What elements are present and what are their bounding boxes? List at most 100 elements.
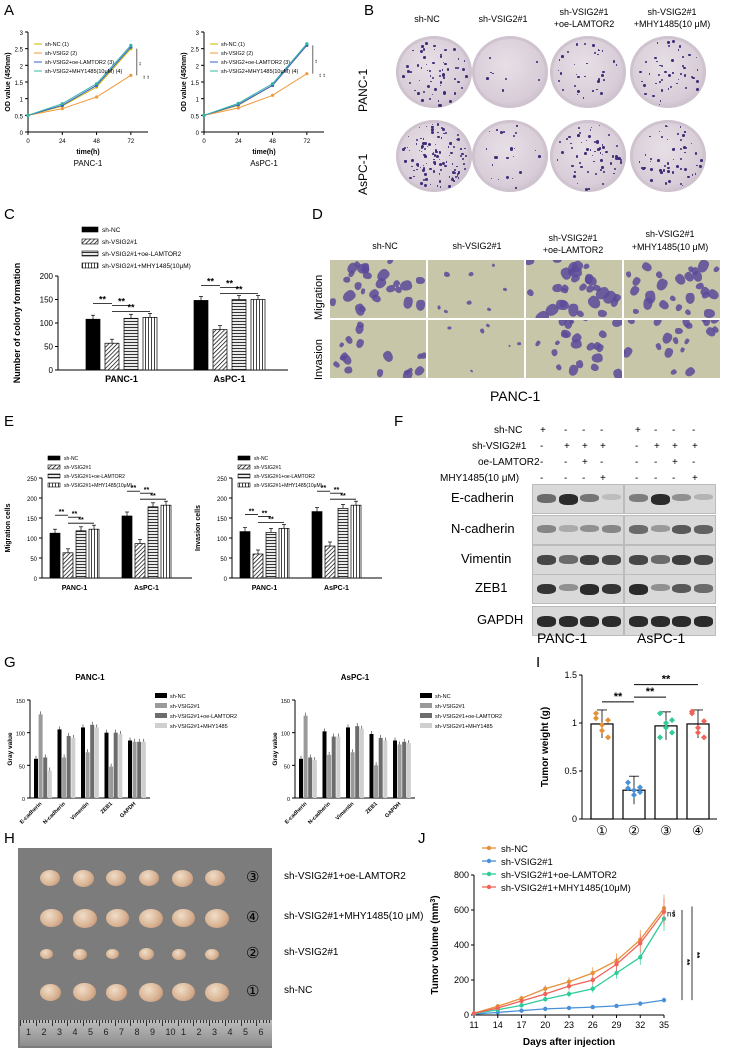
legend-label: sh-VSIG2 (2)	[221, 51, 253, 57]
tumor-specimen	[40, 909, 63, 927]
colony-dot	[652, 94, 655, 98]
colony-dot	[438, 180, 442, 183]
ruler-number: 2	[41, 1027, 47, 1037]
category-label: GAPDH	[384, 801, 402, 819]
condition-mark: +	[600, 441, 606, 452]
colony-dot	[648, 73, 651, 75]
bar	[34, 758, 38, 798]
colony-dot	[437, 99, 440, 102]
colony-dot	[439, 84, 441, 86]
colony-dot	[601, 183, 604, 186]
chart-title: PANC-1	[74, 159, 103, 168]
data-point	[625, 785, 631, 792]
colony-dot	[422, 169, 426, 173]
colony-dot	[601, 166, 604, 169]
data-point	[129, 73, 133, 77]
cell-blob	[626, 320, 636, 326]
y-tick-label: 200	[40, 272, 54, 281]
colony-dot	[677, 49, 680, 51]
colony-dot	[601, 143, 604, 146]
bar	[94, 727, 99, 798]
colony-dot	[412, 49, 414, 52]
group-label: sh-VSIG2#1+oe-LAMTOR2	[284, 871, 406, 882]
tumor-specimen	[106, 870, 126, 886]
blot-band	[537, 584, 556, 595]
colony-dot	[424, 173, 427, 176]
row-label-aspc1: AsPC-1	[356, 153, 370, 195]
blot-band	[601, 494, 621, 500]
category-label: PANC-1	[62, 585, 88, 592]
bar	[123, 317, 139, 371]
cell-blob	[674, 302, 683, 313]
colony-dot	[490, 71, 492, 74]
panel-label-f: F	[394, 413, 404, 430]
cell-blob	[412, 364, 426, 378]
blot-strip	[532, 515, 624, 545]
data-point	[590, 1004, 595, 1010]
colony-dot	[669, 85, 673, 89]
colony-dot	[656, 41, 659, 44]
colony-dot	[588, 135, 592, 138]
cell-blob	[654, 342, 663, 351]
y-tick-label: 100	[16, 732, 25, 738]
colony-dot	[579, 131, 582, 134]
y-tick-label: 0	[49, 366, 54, 375]
colony-formation-bar-chart: 0 50 100 150 200 Number of colony formation PA…	[12, 226, 288, 384]
category-label: N-cadherin	[307, 801, 332, 826]
colony-dot	[671, 58, 675, 62]
panel-label-c: C	[4, 206, 15, 223]
colony-dot	[557, 159, 559, 161]
colony-dot	[659, 100, 662, 102]
legend-label: sh-VSIG2#1+oe-LAMTOR2	[435, 714, 502, 720]
condition-mark: -	[564, 425, 568, 436]
colony-dot	[602, 146, 605, 149]
data-point	[614, 970, 619, 976]
condition-label: MHY1485(10 μM)	[440, 473, 520, 484]
bar	[62, 757, 67, 798]
colony-dot	[414, 89, 416, 92]
cell-blob	[582, 262, 591, 271]
legend-swatch	[47, 455, 61, 461]
colony-dot	[432, 170, 436, 173]
ruler-tick	[29, 1020, 31, 1023]
colony-dot	[659, 64, 661, 67]
colony-dot	[441, 69, 444, 71]
bar	[49, 532, 61, 579]
bar	[346, 727, 350, 798]
colony-dot	[660, 78, 663, 81]
condition-mark: -	[692, 425, 696, 436]
category-label: Vimentin	[335, 801, 356, 822]
colony-dot	[440, 137, 443, 140]
bar	[85, 318, 101, 371]
data-point	[26, 113, 30, 117]
category-label: E-cadherin	[19, 801, 44, 826]
cell-blob	[444, 309, 449, 314]
colony-dot	[593, 161, 595, 163]
colony-dot	[584, 151, 587, 155]
sig-label: **	[99, 294, 107, 304]
colony-dot	[601, 153, 604, 156]
colony-dish	[630, 36, 706, 108]
chart-title: PANC-1	[75, 673, 105, 682]
colony-dot	[650, 160, 652, 162]
data-point	[657, 734, 663, 741]
colony-dot	[667, 88, 670, 90]
tumor-specimen	[139, 982, 163, 1002]
sig-label: **	[226, 279, 234, 289]
cell-blob	[470, 369, 474, 373]
blot-strip	[624, 606, 716, 636]
colony-dot	[451, 177, 455, 181]
legend-swatch	[47, 473, 61, 479]
colony-dot	[613, 172, 616, 175]
x-tick-label: 17	[516, 1020, 526, 1030]
bar	[359, 728, 364, 798]
colony-dot	[694, 173, 697, 175]
tumor-volume-line-chart: 0 200 400 600 800 Tumor volume (mm3) 11 14 17 20 2…	[430, 844, 702, 1048]
colony-dot	[433, 160, 437, 164]
data-point	[593, 710, 599, 717]
colony-dot	[596, 53, 599, 56]
panel-label-b: B	[364, 2, 375, 19]
series-line	[27, 48, 132, 116]
colony-dot	[592, 90, 594, 92]
